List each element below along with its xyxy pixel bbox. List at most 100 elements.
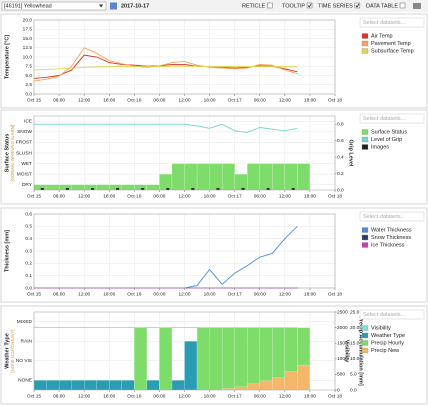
series-line — [33, 47, 298, 82]
legend-swatch[interactable] — [361, 136, 369, 143]
legend-label[interactable]: Surface Status — [371, 129, 407, 135]
x-tick-label: 12:00 — [178, 97, 190, 103]
x-tick-label: 18:00 — [304, 291, 316, 297]
x-tick-label: 06:00 — [53, 291, 65, 297]
series-bar — [234, 327, 248, 391]
legend-label[interactable]: Level of Grip — [371, 137, 402, 143]
y-tick-label: 7.5 — [25, 64, 32, 70]
image-marker[interactable] — [241, 188, 245, 190]
series-bar — [284, 163, 298, 191]
plot-frame — [33, 311, 336, 391]
legend-label[interactable]: Visibility — [371, 325, 391, 331]
legend-label[interactable]: Ice Thickness — [371, 242, 405, 248]
y-tick-label-right: 0.2 — [337, 171, 344, 177]
y-category-label: DRY — [22, 182, 33, 188]
series-bar — [209, 327, 223, 391]
legend-swatch[interactable] — [361, 144, 369, 150]
legend-label[interactable]: Snow Thickness — [371, 235, 411, 241]
legend-swatch[interactable] — [361, 347, 369, 354]
dataset-placeholder: Select datasets... — [363, 312, 406, 318]
x-tick-label: 12:00 — [279, 193, 291, 199]
legend-swatch[interactable] — [361, 48, 369, 54]
x-tick-label: 06:00 — [153, 193, 165, 199]
legend-swatch[interactable] — [361, 340, 369, 346]
station-name: [46191] Yellowhead — [4, 4, 52, 10]
legend-swatch[interactable] — [361, 33, 369, 39]
x-tick-label: 18:00 — [103, 193, 115, 199]
x-tick-label: 06:00 — [254, 393, 266, 399]
checkbox[interactable] — [266, 2, 273, 9]
x-tick-label: Oct 15 — [27, 97, 41, 103]
legend-swatch[interactable] — [361, 242, 369, 248]
y-tick-label-right: 2500 — [337, 309, 348, 315]
series-bar — [84, 184, 97, 191]
panel — [0, 13, 428, 109]
series-bar — [58, 184, 72, 191]
image-marker[interactable] — [291, 188, 295, 190]
image-marker[interactable] — [40, 188, 44, 190]
legend-swatch[interactable] — [361, 227, 369, 233]
dataset-select[interactable] — [359, 211, 425, 222]
checkbox[interactable] — [306, 2, 313, 9]
option-label: TIME SERIES — [318, 4, 353, 10]
checkbox[interactable] — [354, 2, 361, 9]
dataset-select[interactable] — [359, 17, 425, 28]
print-icon[interactable] — [413, 3, 421, 9]
image-marker[interactable] — [266, 188, 270, 190]
image-marker[interactable] — [166, 188, 170, 190]
y-tick-label: 0.3 — [25, 248, 32, 254]
dataset-select[interactable] — [359, 309, 425, 320]
plot-frame — [33, 115, 336, 191]
series-bar — [171, 163, 185, 191]
y-tick-label-right: 10.0 — [350, 356, 360, 362]
date: 2017-10-17 — [121, 4, 149, 10]
legend-swatch[interactable] — [361, 325, 369, 331]
x-tick-label: 18:00 — [204, 291, 216, 297]
checkbox[interactable] — [399, 2, 406, 9]
y-category-label: MOIST — [17, 171, 32, 177]
y-tick-label: 0.4 — [25, 236, 32, 242]
image-marker[interactable] — [116, 188, 120, 190]
series-bar — [134, 184, 147, 191]
y-category-label: FROST — [16, 140, 32, 146]
dataset-select[interactable] — [359, 113, 425, 124]
legend-swatch[interactable] — [361, 129, 369, 135]
legend-label[interactable]: Pavement Temp — [371, 41, 411, 47]
legend-swatch[interactable] — [361, 40, 369, 47]
y-category-label: MIXED — [17, 319, 33, 325]
x-tick-label: 18:00 — [204, 193, 216, 199]
legend-label[interactable]: Weather Type — [371, 333, 405, 339]
legend-label[interactable]: Subsurface Temp — [371, 48, 414, 54]
y-axis-title-right: Grip Level — [348, 140, 354, 167]
image-marker[interactable] — [141, 188, 145, 190]
y-axis-title-right: Visibility — [344, 340, 350, 363]
legend-label[interactable]: Air Temp — [371, 33, 393, 39]
series-line — [34, 123, 298, 133]
legend-swatch[interactable] — [361, 234, 369, 241]
series-line — [34, 226, 298, 289]
calendar-icon[interactable] — [110, 2, 117, 10]
series-bar — [46, 184, 60, 191]
y-axis-title: Temperature [°C] — [4, 35, 10, 79]
image-marker[interactable] — [91, 188, 95, 190]
legend-label[interactable]: Precip Hourly — [371, 340, 404, 346]
station-select[interactable] — [1, 1, 107, 11]
legend-label[interactable]: Images — [371, 144, 389, 150]
series-bar — [222, 327, 235, 391]
x-tick-label: Oct 18 — [328, 393, 342, 399]
x-tick-label: 18:00 — [304, 393, 316, 399]
y-tick-label: 0.0 — [25, 91, 32, 97]
image-marker[interactable] — [191, 188, 195, 190]
series-bar — [109, 380, 122, 391]
image-marker[interactable] — [65, 188, 69, 190]
x-tick-label: Oct 15 — [27, 193, 41, 199]
series-bar — [159, 174, 173, 191]
y-tick-label: 15.0 — [23, 36, 33, 42]
image-marker[interactable] — [216, 188, 220, 190]
y-tick-label-right: 0.8 — [337, 121, 344, 127]
legend-label[interactable]: Water Thickness — [371, 227, 412, 233]
y-axis-title-right: Precip Accumulation [mm] — [358, 316, 364, 386]
y-axis-note: [NONE LIGHT HEAVY] — [10, 330, 15, 373]
legend-swatch[interactable] — [361, 332, 369, 339]
legend-label[interactable]: Precip New — [371, 348, 399, 354]
